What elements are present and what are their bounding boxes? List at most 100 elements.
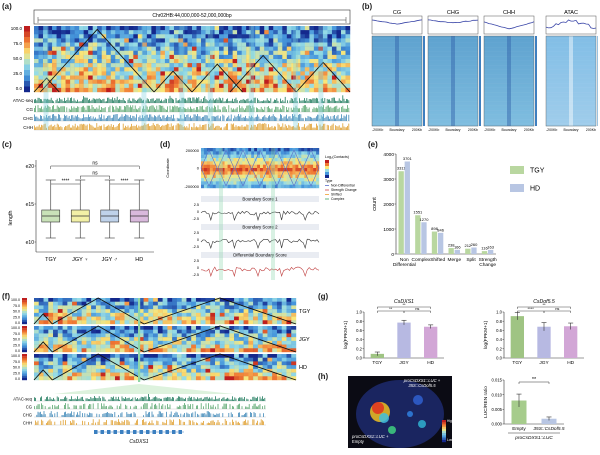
panel-a-track-3-bar bbox=[226, 123, 227, 130]
panel-b-heat-row bbox=[546, 65, 596, 68]
panel-f-track-1-bar bbox=[58, 404, 59, 409]
panel-d-hic-cell bbox=[224, 184, 228, 189]
panel-a-hic-cell bbox=[169, 59, 175, 64]
panel-a-hic-cell bbox=[56, 34, 62, 39]
panel-f-hic-tgy-cell bbox=[100, 312, 106, 317]
panel-h-scale-seg bbox=[442, 437, 446, 440]
panel-g-csdxs1-ylabel: log(FPKM+1) bbox=[343, 320, 349, 349]
panel-a-track-3-bar bbox=[209, 127, 210, 130]
panel-a-track-0-bar bbox=[146, 98, 148, 103]
panel-f-hic-hd-cell bbox=[276, 361, 282, 366]
panel-a-hic-cell bbox=[250, 87, 256, 93]
panel-a-hic-cell bbox=[124, 26, 129, 31]
panel-a-track-2-bar bbox=[275, 117, 276, 121]
panel-g-csdof55-bar bbox=[537, 326, 551, 358]
panel-a-track-3-bar bbox=[54, 124, 56, 130]
panel-f-gene-exon bbox=[139, 430, 143, 434]
panel-f-hic-jgy-cell bbox=[100, 326, 106, 330]
panel-a-track-0-bar bbox=[48, 99, 50, 103]
panel-a-hic-cell bbox=[124, 50, 129, 56]
panel-f-hic-hd-cell bbox=[186, 365, 192, 370]
panel-a-track-2-bar bbox=[64, 114, 65, 121]
panel-a-hic-cell bbox=[241, 71, 247, 76]
panel-a-track-2-bar bbox=[60, 117, 62, 121]
panel-f-track-2-bar bbox=[222, 413, 224, 417]
panel-f-hic-tgy-cell bbox=[167, 309, 173, 314]
panel-a-track-1-bar bbox=[294, 107, 296, 112]
panel-a-track-2-bar bbox=[191, 118, 192, 121]
panel-f-hic-jgy-cell bbox=[91, 344, 97, 349]
panel-a-track-0-bar bbox=[287, 100, 288, 103]
panel-f-hic-tgy-cell bbox=[134, 298, 139, 302]
panel-a-hic-cell bbox=[264, 42, 269, 47]
panel-f-hic-jgy-cell bbox=[186, 340, 192, 345]
panel-f-hic-tgy-cell bbox=[129, 309, 135, 314]
panel-f-hic-jgy-cell bbox=[57, 326, 63, 330]
panel-f-track-0-bar bbox=[209, 397, 210, 401]
panel-f-hic-hd-cell bbox=[114, 368, 120, 373]
panel-d-hic-cell bbox=[289, 184, 293, 189]
panel-a-track-1-bar bbox=[322, 107, 323, 112]
panel-d-hic-cell bbox=[268, 164, 272, 169]
panel-f-hic-jgy-cell bbox=[86, 337, 92, 342]
panel-a-track-3-bar bbox=[310, 123, 311, 130]
panel-f-gene-exon bbox=[120, 430, 124, 434]
panel-a-track-0-bar bbox=[55, 100, 57, 103]
panel-a-track-2-bar bbox=[332, 115, 334, 121]
panel-f-hic-jgy-cell bbox=[195, 326, 201, 330]
panel-a-hic-cell bbox=[79, 83, 84, 89]
panel-a-track-0-bar bbox=[328, 99, 329, 103]
panel-f-hic-tgy-cell bbox=[134, 305, 139, 310]
panel-f-hic-jgy-cell bbox=[281, 333, 287, 338]
panel-d-hic-cell bbox=[233, 164, 237, 169]
panel-a-track-0-bar bbox=[252, 100, 254, 103]
panel-f-track-1-bar bbox=[192, 403, 194, 409]
panel-a-track-1-bar bbox=[157, 109, 159, 112]
panel-a-hic-cell bbox=[160, 50, 166, 56]
panel-d-hic-cell bbox=[209, 158, 213, 162]
panel-a-track-3-bar bbox=[314, 127, 316, 130]
panel-a-track-2-bar bbox=[161, 118, 162, 121]
panel-f-track-1-bar bbox=[90, 404, 92, 409]
panel-f-hic-hd-cell bbox=[243, 376, 249, 381]
panel-a-hic-cell bbox=[187, 38, 193, 43]
panel-a-hic-cell bbox=[115, 71, 120, 76]
panel-d-hic-cell bbox=[257, 174, 261, 179]
panel-f-track-0-bar bbox=[240, 397, 242, 401]
panel-a-hic-cell bbox=[345, 67, 351, 72]
panel-d-hic-cell bbox=[289, 158, 293, 162]
panel-f-ytick: 75.0 bbox=[13, 360, 20, 364]
panel-f-hic-hd-cell bbox=[215, 372, 220, 377]
panel-f-hic-tgy-cell bbox=[176, 316, 182, 321]
panel-a-hic-cell bbox=[264, 26, 269, 31]
panel-a-track-0-bar bbox=[253, 97, 255, 103]
panel-a-track-3-bar bbox=[241, 124, 243, 130]
panel-a-track-2-bar bbox=[65, 115, 66, 121]
panel-f-hic-tgy-cell bbox=[91, 301, 97, 306]
panel-a-hic-cell bbox=[155, 71, 161, 76]
panel-f-hic-tgy-cell bbox=[143, 320, 149, 325]
panel-a-hic-cell bbox=[74, 79, 80, 84]
panel-f-hic-jgy-cell bbox=[186, 329, 192, 334]
panel-a-track-0-bar bbox=[89, 98, 90, 103]
panel-a-track-1-bar bbox=[160, 105, 161, 112]
panel-a-track-2-bar bbox=[113, 114, 114, 121]
panel-f-hic-tgy-cell bbox=[238, 301, 244, 306]
panel-d-hic-cell bbox=[233, 148, 237, 152]
panel-a-hic-cell bbox=[322, 50, 328, 56]
panel-a-hic-cell bbox=[196, 46, 202, 51]
panel-f-hic-tgy-cell bbox=[43, 312, 49, 317]
panel-a-hic-cell bbox=[110, 30, 116, 35]
panel-d-track-header bbox=[201, 196, 319, 202]
panel-d-legend-item: Strength Change bbox=[331, 188, 357, 192]
panel-f-hic-hd-cell bbox=[124, 354, 130, 358]
panel-a-track-3-bar bbox=[109, 126, 111, 130]
panel-a-hic-cell bbox=[164, 30, 170, 35]
panel-a-hic-cell bbox=[65, 71, 71, 76]
panel-a-track-3-bar bbox=[76, 127, 77, 130]
panel-a-hic-cell bbox=[219, 46, 224, 51]
panel-d-hic-cell bbox=[221, 151, 225, 155]
panel-a-hic-cell bbox=[282, 54, 287, 60]
panel-a-hic-cell bbox=[79, 34, 84, 39]
panel-f-track-3-bar bbox=[116, 421, 118, 425]
